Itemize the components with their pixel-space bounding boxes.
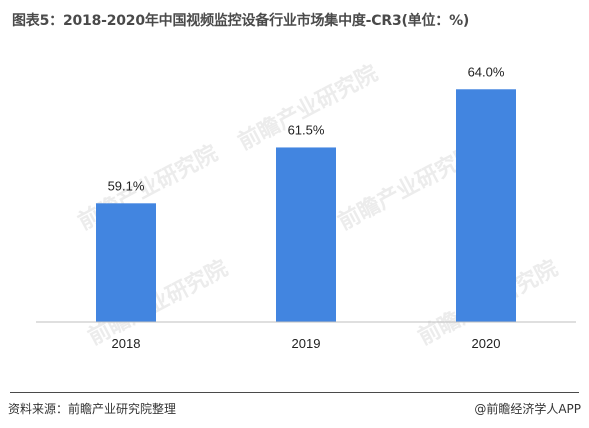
value-label-2018: 59.1% [108, 178, 145, 193]
tick-labels-group: 2018 2019 2020 [112, 336, 501, 351]
bar-2018 [96, 203, 156, 322]
x-tick-label-2018: 2018 [112, 336, 141, 351]
x-tick-label-2019: 2019 [292, 336, 321, 351]
brand-note: @前瞻经济学人APP [474, 402, 581, 416]
x-tick-label-2020: 2020 [472, 336, 501, 351]
value-label-2020: 64.0% [468, 64, 505, 79]
source-note: 资料来源：前瞻产业研究院整理 [8, 402, 177, 416]
bar-2019 [276, 147, 336, 322]
footer-divider [10, 392, 579, 393]
bar-2020 [456, 89, 516, 322]
value-label-2019: 61.5% [288, 122, 325, 137]
chart-title: 图表5：2018-2020年中国视频监控设备行业市场集中度-CR3(单位：%) [12, 13, 470, 29]
bars-group [96, 89, 516, 322]
value-labels-group: 59.1% 61.5% 64.0% [108, 64, 505, 193]
